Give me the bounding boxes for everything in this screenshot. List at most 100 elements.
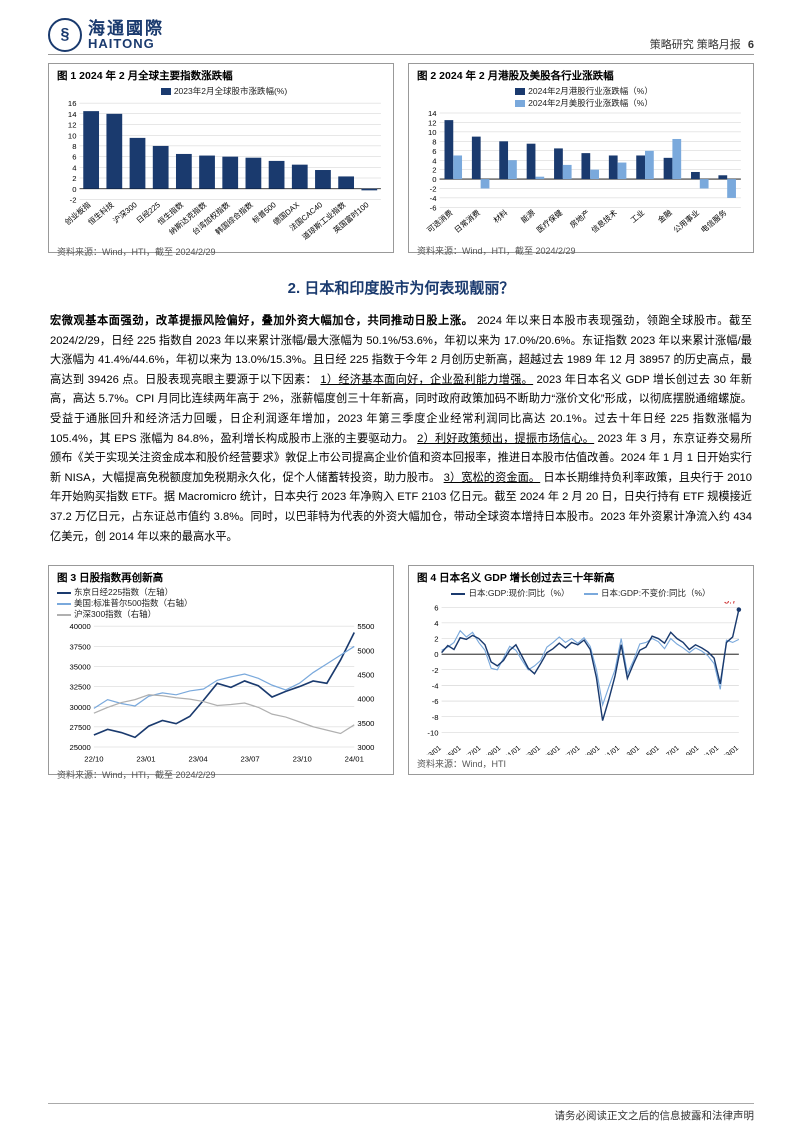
- svg-text:0: 0: [72, 185, 76, 194]
- svg-text:11/01: 11/01: [603, 744, 621, 755]
- svg-text:2: 2: [434, 635, 438, 644]
- svg-text:4000: 4000: [357, 695, 374, 704]
- svg-text:14: 14: [68, 110, 77, 119]
- chart-4-legend-b: 日本:GDP:不变价:同比（%）: [601, 588, 711, 598]
- logo: § 海通國際 HAITONG: [48, 18, 164, 52]
- svg-text:恒生科技: 恒生科技: [86, 199, 116, 227]
- svg-text:05/01: 05/01: [543, 744, 562, 755]
- chart-3-legend-line-b: [57, 603, 71, 605]
- charts-row-2: 图 3 日股指数再创新高 东京日经225指数（左轴） 美国:标准普尔500指数（…: [48, 565, 754, 775]
- svg-text:沪深300: 沪深300: [111, 199, 139, 225]
- chart-2-plot: -6-4-202468101214可选消费日常消费材料能源医疗保健房地产信息技术…: [417, 111, 745, 242]
- svg-text:99/01: 99/01: [483, 744, 502, 755]
- svg-text:40000: 40000: [69, 622, 90, 631]
- body-u2: 2）利好政策频出，提振市场信心。: [417, 433, 594, 445]
- svg-text:30000: 30000: [69, 703, 90, 712]
- doc-category: 策略研究 策略月报: [650, 39, 741, 51]
- svg-text:95/01: 95/01: [444, 744, 463, 755]
- chart-4-source: 资料来源：Wind，HTI: [417, 757, 745, 770]
- svg-text:能源: 能源: [519, 207, 537, 225]
- chart-2-legend-swatch-a: [515, 88, 525, 95]
- chart-3-title: 图 3 日股指数再创新高: [57, 570, 385, 585]
- svg-text:27500: 27500: [69, 723, 90, 732]
- svg-text:8: 8: [72, 142, 76, 151]
- chart-3-legend-line-a: [57, 592, 71, 594]
- svg-text:3000: 3000: [357, 743, 374, 752]
- svg-text:97/01: 97/01: [464, 744, 483, 755]
- footer-disclaimer: 请务必阅读正文之后的信息披露和法律声明: [555, 1110, 755, 1122]
- svg-text:0: 0: [434, 650, 438, 659]
- section-2-title: 2. 日本和印度股市为何表现靓丽？: [48, 277, 754, 298]
- chart-3-legend: 东京日经225指数（左轴） 美国:标准普尔500指数（右轴） 沪深300指数（右…: [57, 587, 385, 620]
- svg-text:4: 4: [72, 163, 77, 172]
- chart-4-title: 图 4 日本名义 GDP 增长创过去三十年新高: [417, 570, 745, 585]
- chart-4-legend-a: 日本:GDP:现价:同比（%）: [468, 588, 569, 598]
- chart-3-plot: 2500027500300003250035000375004000030003…: [57, 622, 385, 766]
- svg-text:22/10: 22/10: [84, 755, 103, 764]
- svg-text:信息技术: 信息技术: [589, 207, 619, 235]
- body-lead: 宏微观基本面强劲，改革提振风险偏好，叠加外资大幅加仓，共同推动日股上涨。: [50, 315, 473, 327]
- svg-text:15/01: 15/01: [642, 744, 661, 755]
- svg-text:4: 4: [434, 619, 439, 628]
- svg-text:19/01: 19/01: [682, 744, 701, 755]
- charts-row-1: 图 1 2024 年 2 月全球主要指数涨跌幅 2023年2月全球股市涨跌幅(%…: [48, 63, 754, 253]
- chart-3-legend-b: 美国:标准普尔500指数（右轴）: [74, 598, 193, 608]
- svg-text:-10: -10: [427, 729, 438, 738]
- chart-1-box: 图 1 2024 年 2 月全球主要指数涨跌幅 2023年2月全球股市涨跌幅(%…: [48, 63, 394, 253]
- svg-text:5500: 5500: [357, 622, 374, 631]
- svg-text:32500: 32500: [69, 683, 90, 692]
- svg-text:12: 12: [428, 119, 437, 128]
- svg-text:35000: 35000: [69, 663, 90, 672]
- chart-2-legend: 2024年2月港股行业涨跌幅（%） 2024年2月美股行业涨跌幅（%）: [417, 85, 745, 109]
- logo-icon: §: [48, 18, 82, 52]
- svg-text:电信服务: 电信服务: [699, 207, 729, 235]
- chart-3-legend-line-c: [57, 614, 71, 616]
- chart-4-legend-line-b: [584, 593, 598, 595]
- chart-1-legend-swatch: [161, 88, 171, 95]
- chart-1-title: 图 1 2024 年 2 月全球主要指数涨跌幅: [57, 68, 385, 83]
- svg-text:24/01: 24/01: [345, 755, 364, 764]
- chart-2-source: 资料来源：Wind，HTI，截至 2024/2/29: [417, 244, 745, 257]
- chart-4-legend-line-a: [451, 593, 465, 595]
- svg-text:93/01: 93/01: [424, 744, 443, 755]
- svg-text:-4: -4: [430, 194, 438, 203]
- chart-1-source: 资料来源：Wind，HTI，截至 2024/2/29: [57, 245, 385, 258]
- logo-text-cn: 海通國際: [88, 20, 164, 37]
- chart-2-title: 图 2 2024 年 2 月港股及美股各行业涨跌幅: [417, 68, 745, 83]
- svg-text:23/07: 23/07: [241, 755, 260, 764]
- svg-text:6: 6: [434, 603, 438, 612]
- svg-text:金融: 金融: [656, 207, 674, 225]
- svg-text:材料: 材料: [491, 207, 509, 225]
- svg-text:-2: -2: [432, 666, 439, 675]
- svg-text:01/01: 01/01: [503, 744, 522, 755]
- svg-text:13/01: 13/01: [622, 744, 641, 755]
- header-right: 策略研究 策略月报 6: [650, 36, 754, 52]
- svg-text:03/01: 03/01: [523, 744, 542, 755]
- svg-text:6: 6: [72, 153, 76, 162]
- chart-3-box: 图 3 日股指数再创新高 东京日经225指数（左轴） 美国:标准普尔500指数（…: [48, 565, 394, 775]
- chart-2-box: 图 2 2024 年 2 月港股及美股各行业涨跌幅 2024年2月港股行业涨跌幅…: [408, 63, 754, 253]
- svg-text:日常消费: 日常消费: [452, 207, 482, 235]
- svg-text:21/01: 21/01: [701, 744, 720, 755]
- chart-1-legend: 2023年2月全球股市涨跌幅(%): [57, 85, 385, 97]
- svg-text:09/01: 09/01: [583, 744, 602, 755]
- chart-4-plot: -10-8-6-4-202465.793/0195/0197/0199/0101…: [417, 601, 745, 755]
- chart-4-box: 图 4 日本名义 GDP 增长创过去三十年新高 日本:GDP:现价:同比（%） …: [408, 565, 754, 775]
- svg-text:3500: 3500: [357, 719, 374, 728]
- chart-2-legend-swatch-b: [515, 100, 525, 107]
- svg-text:2: 2: [72, 174, 76, 183]
- chart-3-source: 资料来源：Wind，HTI，截至 2024/2/29: [57, 768, 385, 781]
- body-u3: 3）宽松的资金面。: [444, 472, 541, 484]
- chart-1-plot: -20246810121416创业板指恒生科技沪深300日经225恒生指数纳斯达…: [57, 99, 385, 243]
- svg-text:-2: -2: [430, 185, 437, 194]
- svg-text:8: 8: [432, 137, 436, 146]
- chart-2-legend-b: 2024年2月美股行业涨跌幅（%）: [528, 98, 653, 108]
- svg-text:-6: -6: [432, 697, 439, 706]
- page-footer: 请务必阅读正文之后的信息披露和法律声明: [48, 1103, 754, 1123]
- svg-text:37500: 37500: [69, 643, 90, 652]
- chart-3-legend-c: 沪深300指数（右轴）: [74, 609, 156, 619]
- svg-text:14: 14: [428, 111, 437, 118]
- svg-text:房地产: 房地产: [567, 207, 591, 230]
- svg-text:23/01: 23/01: [136, 755, 155, 764]
- svg-text:16: 16: [68, 99, 77, 108]
